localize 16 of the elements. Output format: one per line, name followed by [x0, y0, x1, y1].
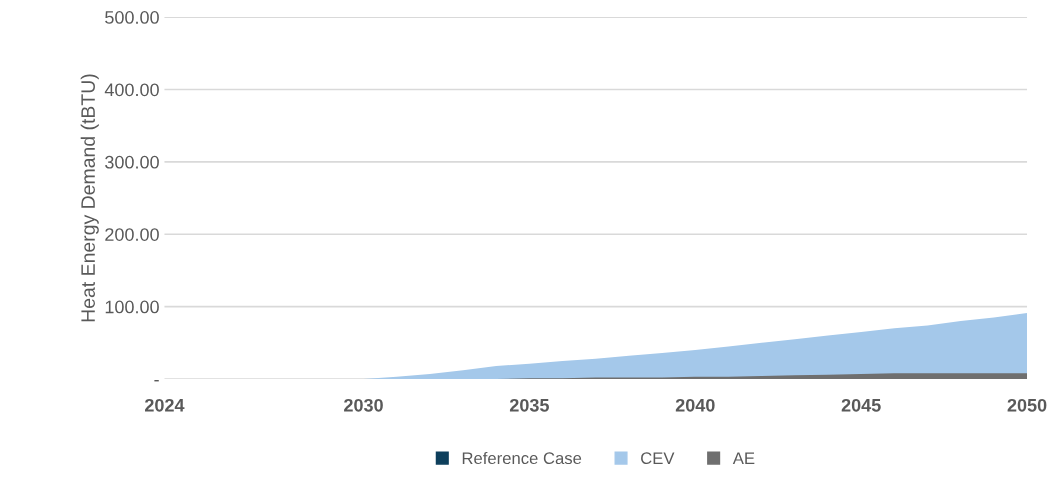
x-tick-label: 2040 — [675, 398, 715, 412]
legend-label: Reference Case — [462, 451, 582, 465]
y-tick-label: 100.00 — [105, 300, 159, 314]
x-tick-label: 2024 — [145, 398, 185, 412]
y-tick-label: - — [154, 380, 159, 382]
y-tick-label: 400.00 — [104, 83, 159, 97]
y-axis-title: Heat Energy Demand (tBTU) — [80, 74, 99, 322]
y-tick-label: 200.00 — [105, 228, 159, 241]
x-tick-label: 2035 — [509, 398, 549, 412]
legend-label: AE — [732, 452, 755, 464]
y-tick-label: 500.00 — [105, 11, 159, 24]
x-tick-label: 2045 — [841, 398, 881, 412]
legend-label: CEV — [641, 452, 675, 465]
y-tick-label: 300.00 — [105, 155, 159, 169]
x-tick-label: 2030 — [344, 398, 383, 412]
x-tick-label: 2050 — [1007, 398, 1047, 412]
